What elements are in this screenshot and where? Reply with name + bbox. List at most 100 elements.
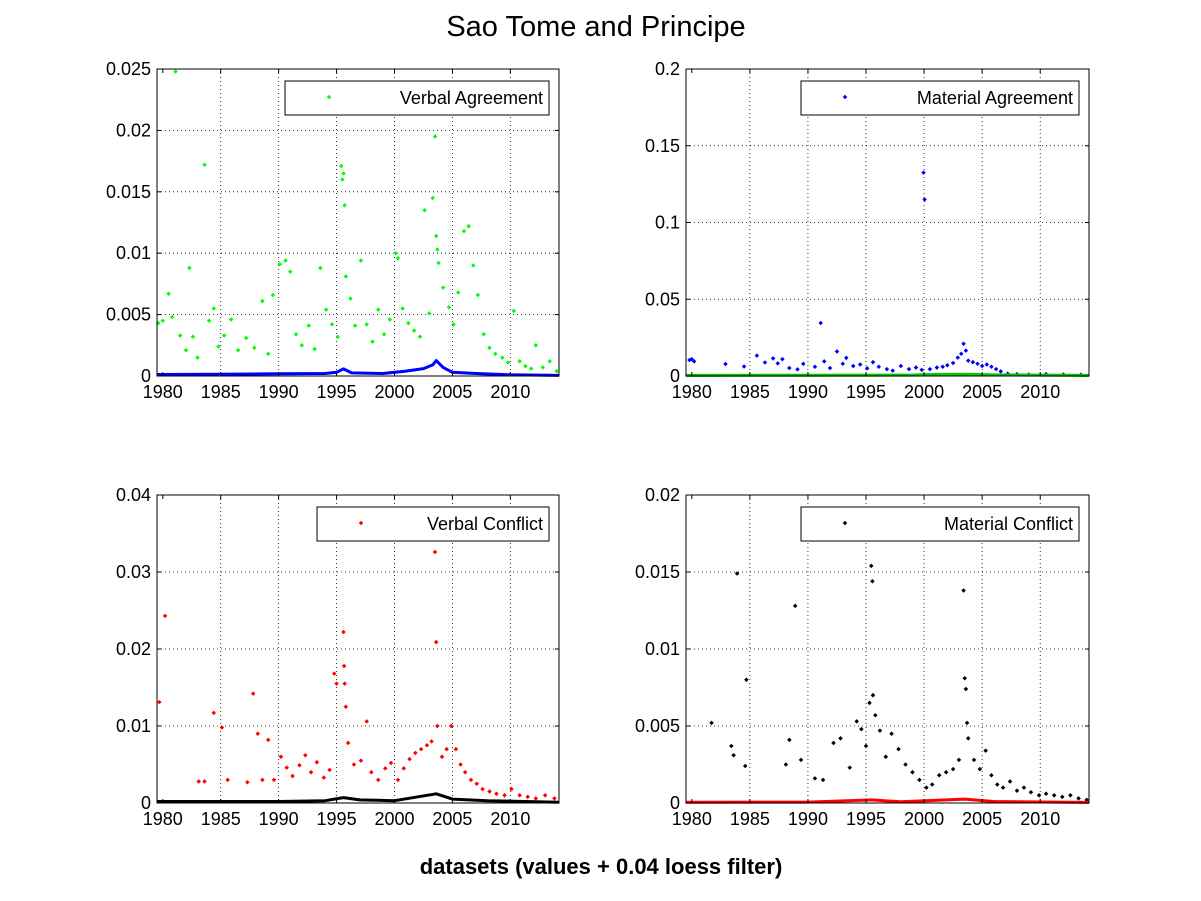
chart-0-point (183, 347, 189, 353)
chart-3-point (742, 763, 748, 769)
chart-1-point (876, 364, 882, 370)
chart-0-point (400, 306, 405, 311)
chart-2-point (278, 754, 284, 760)
chart-0-point (533, 343, 539, 348)
chart-2-point (255, 731, 261, 736)
chart-3-point (1021, 785, 1027, 790)
chart-3-xtick-label: 1980 (672, 809, 712, 829)
chart-2-xtick-label: 1980 (143, 809, 183, 829)
chart-0-point (440, 285, 446, 290)
chart-0-point (265, 351, 271, 357)
chart-0-point (352, 323, 358, 328)
chart-0-axes-box (156, 68, 560, 377)
chart-0-point (364, 322, 369, 327)
chart-1-point (975, 361, 980, 366)
chart-0-ytick-label: 0.005 (106, 305, 151, 325)
chart-0-point (523, 363, 528, 369)
chart-1-point (689, 356, 695, 362)
chart-0-point (451, 322, 456, 327)
legend-label: Verbal Conflict (427, 514, 543, 534)
chart-2-ytick-label: 0 (141, 793, 151, 813)
chart-3-point (1068, 793, 1073, 798)
subplot-material-agreement: 1980 1985 1990 1995 2000 2005 2010 0 0.05 0.1 0.15… (645, 59, 1090, 402)
chart-3-point (1007, 779, 1013, 784)
chart-0-point (528, 366, 534, 371)
chart-2-point (358, 758, 364, 763)
chart-2-point (342, 681, 347, 686)
chart-2-xtick-label: 1990 (259, 809, 299, 829)
chart-2-point (533, 796, 539, 801)
chart-3-point (1051, 793, 1057, 798)
chart-3-point (783, 762, 789, 767)
chart-3-ytick-label: 0.01 (645, 639, 680, 659)
chart-2-point (407, 756, 412, 762)
chart-2-point (382, 766, 388, 771)
chart-0-point (277, 261, 283, 267)
chart-1-point (989, 364, 994, 370)
chart-2-point (444, 746, 449, 752)
chart-2-point (271, 777, 277, 783)
legend-label: Material Agreement (917, 88, 1073, 108)
chart-3-point (709, 720, 714, 726)
chart-0-ytick-label: 0.02 (116, 120, 151, 140)
chart-3-point (854, 719, 859, 724)
chart-2-point (468, 777, 474, 783)
chart-3-point (798, 757, 804, 763)
chart-0-point (177, 333, 183, 338)
chart-2-point (453, 746, 459, 752)
chart-0-point (160, 318, 166, 324)
chart-3-point (868, 563, 874, 569)
chart-2-xtick-label: 1995 (317, 809, 357, 829)
chart-1-point (844, 355, 849, 361)
chart-1-point (979, 363, 985, 369)
chart-2-point (395, 777, 401, 783)
chart-3-point (838, 736, 843, 741)
chart-0-ytick-label: 0.01 (116, 243, 151, 263)
chart-0-point (329, 322, 335, 327)
chart-1-point (963, 348, 969, 353)
chart-0-point (433, 233, 439, 239)
chart-0-xtick-label: 1990 (259, 382, 299, 402)
chart-0-point (221, 333, 227, 338)
chart-0-point (436, 260, 441, 266)
chart-2-point (303, 752, 308, 758)
chart-1-point (940, 364, 945, 370)
chart-0-point (475, 292, 481, 298)
chart-2-point (376, 777, 381, 783)
chart-1-point (818, 320, 823, 326)
chart-0-point (517, 359, 522, 364)
chart-1-point (827, 365, 833, 371)
chart-1-point (754, 353, 760, 358)
chart-2-point (433, 639, 439, 645)
chart-0-point (547, 359, 552, 364)
chart-2-ytick-label: 0.03 (116, 562, 151, 582)
chart-0-point (505, 360, 511, 365)
chart-3-point (877, 728, 883, 733)
chart-2-point (448, 723, 454, 729)
chart-0-point (335, 334, 340, 339)
chart-0-plot-area (157, 69, 559, 376)
chart-0-xtick-label: 1995 (317, 382, 357, 402)
chart-0-points (155, 69, 559, 374)
chart-1-point (958, 351, 964, 357)
chart-1-point (927, 366, 933, 372)
chart-1-xtick-label: 2000 (904, 382, 944, 402)
chart-0-point (406, 320, 411, 326)
chart-3-point (870, 692, 876, 698)
chart-0-ytick-label: 0.025 (106, 59, 151, 79)
chart-1-xtick-label: 2010 (1020, 382, 1060, 402)
chart-2-point (509, 786, 514, 792)
chart-3-point (917, 777, 922, 783)
chart-1-ytick-label: 0.1 (655, 213, 680, 233)
legend-marker (842, 520, 848, 526)
legend-box (316, 506, 550, 542)
chart-0-point (338, 163, 344, 169)
chart-2-xtick-label: 2005 (432, 809, 472, 829)
chart-2-trend-line (157, 792, 560, 804)
chart-1-point (864, 366, 870, 371)
chart-2-point (424, 742, 430, 748)
chart-2-point (260, 777, 265, 783)
chart-1-point (984, 362, 990, 367)
chart-1-point (723, 361, 728, 367)
